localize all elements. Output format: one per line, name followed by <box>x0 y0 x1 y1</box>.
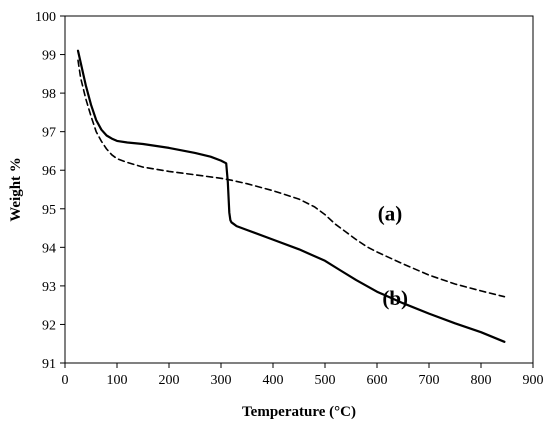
y-tick-label: 92 <box>42 318 56 333</box>
series-b-line <box>76 49 506 343</box>
x-axis-title: Temperature (°C) <box>242 404 356 420</box>
ticks-layer: 0 100 200 300 400 500 600 700 800 900 91 92 93 94 95 96… <box>35 10 544 388</box>
plot-area <box>64 15 534 364</box>
y-tick-label: 94 <box>42 241 56 256</box>
annotation-layer: (a) (b) <box>378 201 408 310</box>
y-tick-label: 98 <box>42 87 56 102</box>
x-tick-label: 900 <box>523 373 544 388</box>
y-tick-label: 91 <box>42 357 56 372</box>
x-tick-label: 0 <box>62 373 69 388</box>
y-tick-label: 99 <box>42 49 56 64</box>
x-tick-label: 300 <box>211 373 232 388</box>
y-tick-label: 96 <box>42 164 56 179</box>
plot-border <box>64 15 534 364</box>
x-tick-label: 500 <box>315 373 336 388</box>
x-tick-label: 600 <box>367 373 388 388</box>
x-tick-label: 200 <box>159 373 180 388</box>
annotation-a: (a) <box>378 201 403 225</box>
series-a-line <box>77 59 506 298</box>
y-tick-label: 97 <box>42 126 56 141</box>
x-tick-label: 700 <box>419 373 440 388</box>
y-axis-title: Weight % <box>8 157 24 222</box>
x-tick-label: 400 <box>263 373 284 388</box>
y-tick-label: 93 <box>42 280 56 295</box>
annotation-b: (b) <box>382 286 408 310</box>
x-tick-label: 100 <box>107 373 128 388</box>
y-tick-label: 95 <box>42 203 56 218</box>
series-layer <box>76 49 506 343</box>
y-tick-label: 100 <box>35 10 56 25</box>
x-tick-label: 800 <box>471 373 492 388</box>
